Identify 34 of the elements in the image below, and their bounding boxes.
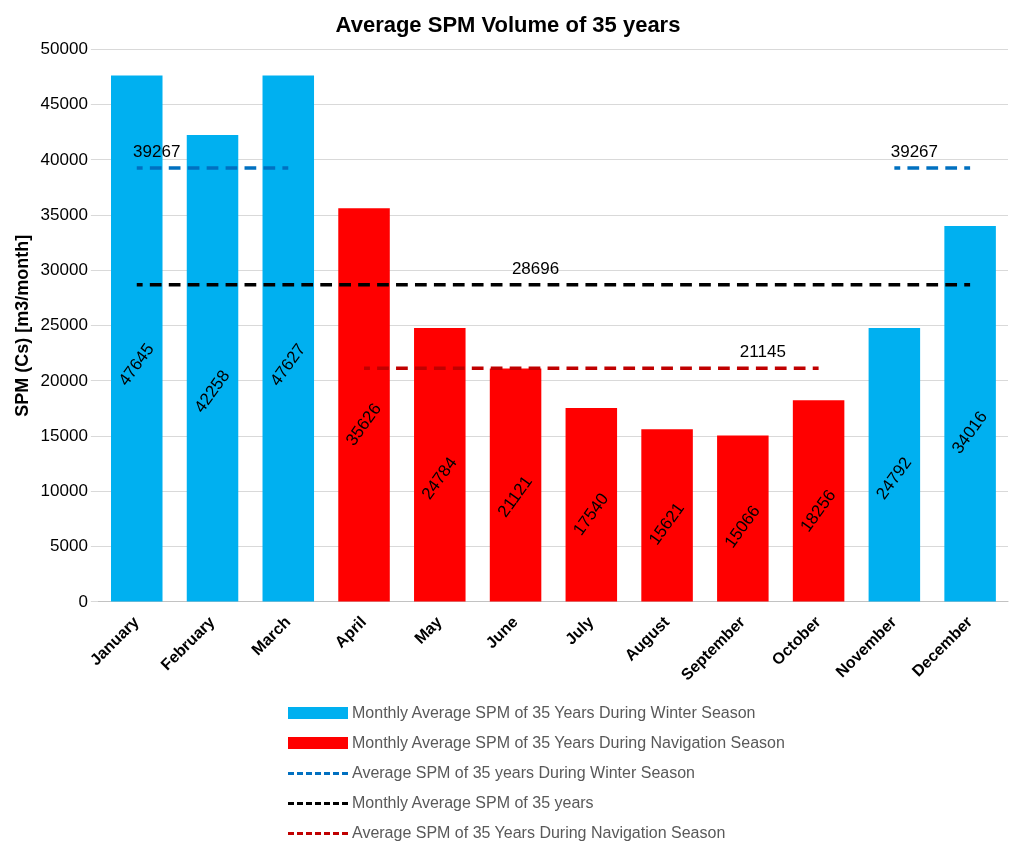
bar bbox=[338, 208, 390, 602]
bar bbox=[717, 435, 769, 602]
bar bbox=[262, 75, 315, 602]
y-tick-label: 45000 bbox=[40, 94, 88, 114]
chart-title: Average SPM Volume of 35 years bbox=[335, 12, 681, 38]
x-tick-label: May bbox=[411, 612, 446, 647]
legend-label: Monthly Average SPM of 35 years bbox=[352, 794, 594, 812]
bar bbox=[414, 328, 466, 602]
y-tick-label: 50000 bbox=[40, 39, 88, 59]
data-label: 28696 bbox=[511, 259, 560, 279]
legend-label: Monthly Average SPM of 35 Years During Navigation Season bbox=[352, 734, 785, 752]
x-tick-label: July bbox=[561, 612, 597, 648]
bar bbox=[792, 400, 845, 602]
y-tick-label: 5000 bbox=[50, 536, 88, 556]
y-tick-label: 35000 bbox=[40, 204, 88, 224]
y-tick-label: 20000 bbox=[40, 370, 88, 390]
bar bbox=[641, 429, 693, 602]
y-tick-label: 0 bbox=[78, 591, 88, 611]
bar bbox=[565, 408, 618, 602]
y-tick-label: 40000 bbox=[40, 149, 88, 169]
legend-label: Monthly Average SPM of 35 Years During Winter Season bbox=[352, 704, 756, 722]
bar bbox=[186, 134, 239, 602]
data-label: 21145 bbox=[739, 342, 786, 362]
y-tick-label: 25000 bbox=[40, 315, 88, 335]
bar bbox=[489, 368, 542, 602]
bar bbox=[944, 226, 996, 602]
y-tick-label: 10000 bbox=[40, 481, 88, 501]
bar bbox=[868, 327, 921, 602]
y-tick-label: 15000 bbox=[40, 425, 88, 445]
data-label: 39267 bbox=[890, 142, 938, 162]
y-tick-label: 30000 bbox=[40, 260, 88, 280]
legend-label: Average SPM of 35 years During Winter Season bbox=[352, 764, 695, 782]
y-axis-title: SPM (Cs) [m3/month] bbox=[11, 234, 32, 417]
legend-label: Average SPM of 35 Years During Navigation Season bbox=[352, 824, 726, 842]
